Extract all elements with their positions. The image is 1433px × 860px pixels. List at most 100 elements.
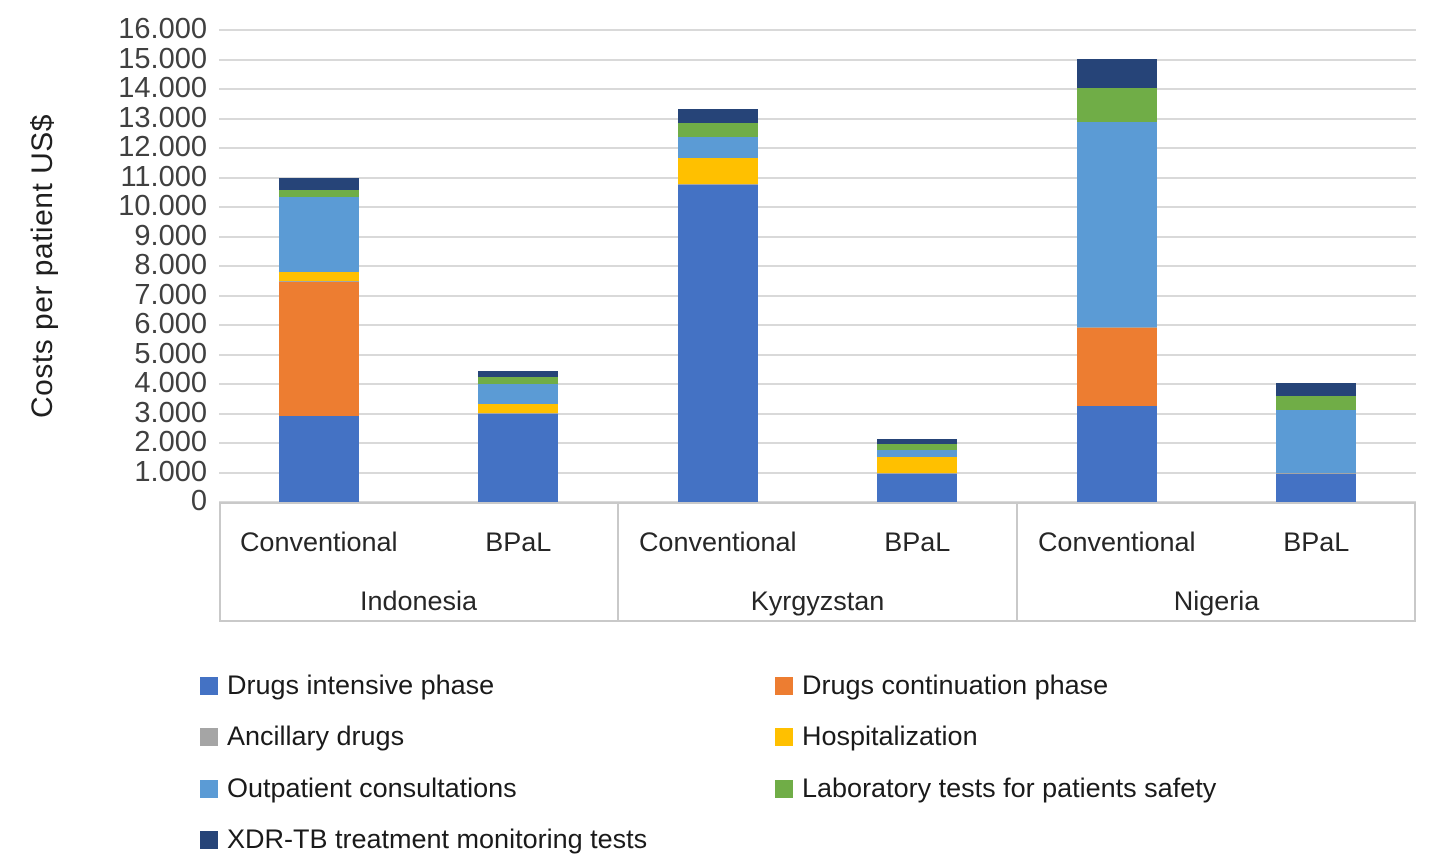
y-tick-label: 0	[190, 485, 207, 517]
legend-label: Ancillary drugs	[227, 721, 405, 751]
bar-segment	[478, 413, 559, 502]
y-tick-label: 13.000	[118, 101, 207, 134]
legend-item: Laboratory tests for patients safety	[775, 773, 1216, 804]
bar-segment	[278, 282, 359, 417]
gridline	[219, 206, 1416, 208]
gridline	[219, 176, 1416, 179]
gridline	[219, 117, 1416, 120]
group-label: Nigeria	[1173, 586, 1260, 616]
y-tick-label: 6.000	[134, 308, 207, 340]
bar-segment	[677, 108, 758, 123]
bar-segment	[1276, 383, 1357, 397]
bar-segment	[1076, 88, 1157, 123]
category-label: Conventional	[1037, 527, 1196, 557]
category-label: Conventional	[638, 527, 797, 557]
bar-segment	[877, 473, 958, 502]
bar-segment	[278, 272, 359, 282]
bar-segment	[1276, 409, 1357, 474]
bar-segment	[677, 184, 758, 502]
legend-label: Outpatient consultations	[227, 773, 517, 803]
group-separator	[1016, 502, 1018, 622]
y-tick-label: 11.000	[120, 160, 207, 193]
gridline	[219, 147, 1416, 149]
y-axis-title: Costs per patient US$	[26, 114, 60, 418]
gridline	[219, 412, 1416, 415]
y-tick-label: 9.000	[134, 219, 207, 252]
bar-segment	[1276, 473, 1357, 502]
y-tick-label: 4.000	[134, 367, 207, 399]
y-tick-label: 3.000	[134, 396, 207, 429]
bar-segment	[278, 416, 359, 502]
y-tick-label: 5.000	[134, 337, 207, 370]
bar-segment	[478, 383, 559, 405]
legend-label: Drugs intensive phase	[227, 670, 495, 700]
bar-segment	[877, 438, 958, 445]
bar-segment	[1276, 473, 1357, 474]
bar-segment	[478, 412, 559, 414]
y-tick-label: 8.000	[134, 249, 207, 281]
gridline	[219, 235, 1416, 238]
y-tick-label: 16.000	[118, 13, 207, 45]
bar-segment	[278, 197, 359, 273]
bar-segment	[677, 158, 758, 184]
bar-segment	[677, 183, 758, 185]
bar-segment	[677, 122, 758, 138]
group-label: Indonesia	[359, 586, 478, 616]
bar-segment	[1076, 406, 1157, 502]
bar-segment	[1076, 122, 1157, 328]
gridline	[219, 29, 1416, 31]
y-tick-label: 2.000	[134, 426, 207, 458]
category-label: Conventional	[239, 527, 398, 557]
bar-segment	[877, 450, 958, 457]
legend-swatch-icon	[775, 676, 793, 695]
y-tick-label: 1.000	[134, 455, 207, 488]
bar-segment	[877, 456, 958, 474]
y-tick-label: 12.000	[118, 131, 207, 163]
group-separator	[617, 502, 619, 622]
legend-swatch-icon	[200, 727, 218, 746]
legend-label: Hospitalization	[802, 721, 978, 751]
y-tick-label: 10.000	[118, 190, 207, 222]
gridline	[219, 471, 1416, 474]
legend-label: Drugs continuation phase	[802, 670, 1109, 700]
bar-segment	[1276, 396, 1357, 410]
bar-segment	[278, 281, 359, 283]
bar-segment	[877, 444, 958, 451]
legend-swatch-icon	[200, 676, 218, 695]
legend-swatch-icon	[775, 779, 793, 798]
gridline	[219, 324, 1416, 326]
bar-segment	[278, 189, 359, 198]
gridline	[219, 58, 1416, 61]
bar-segment	[478, 376, 559, 384]
legend-label: Laboratory tests for patients safety	[802, 773, 1217, 803]
bar-segment	[1076, 327, 1157, 328]
y-tick-label: 15.000	[118, 42, 207, 75]
legend-item: Drugs continuation phase	[775, 670, 1108, 701]
gridline	[219, 265, 1416, 267]
gridline	[219, 383, 1416, 385]
legend-swatch-icon	[775, 727, 793, 746]
bar-segment	[278, 177, 359, 190]
legend-swatch-icon	[200, 779, 218, 798]
category-label: BPaL	[485, 527, 552, 557]
bar-segment	[677, 137, 758, 159]
axis-box	[219, 502, 1416, 622]
y-tick-label: 14.000	[118, 72, 207, 104]
legend-label: XDR-TB treatment monitoring tests	[227, 824, 648, 854]
legend-item: Drugs intensive phase	[200, 670, 494, 701]
legend-swatch-icon	[200, 830, 218, 849]
y-tick-label: 7.000	[134, 278, 207, 311]
category-label: BPaL	[1283, 527, 1350, 557]
bar-segment	[478, 371, 559, 377]
gridline	[219, 88, 1416, 90]
legend-item: Ancillary drugs	[200, 721, 404, 752]
gridline	[219, 294, 1416, 297]
legend-item: Outpatient consultations	[200, 773, 517, 804]
bar-segment	[1076, 58, 1157, 89]
bar-segment	[478, 404, 559, 413]
bar-segment	[877, 473, 958, 474]
gridline	[219, 353, 1416, 356]
legend-item: Hospitalization	[775, 721, 978, 752]
category-label: BPaL	[884, 527, 951, 557]
